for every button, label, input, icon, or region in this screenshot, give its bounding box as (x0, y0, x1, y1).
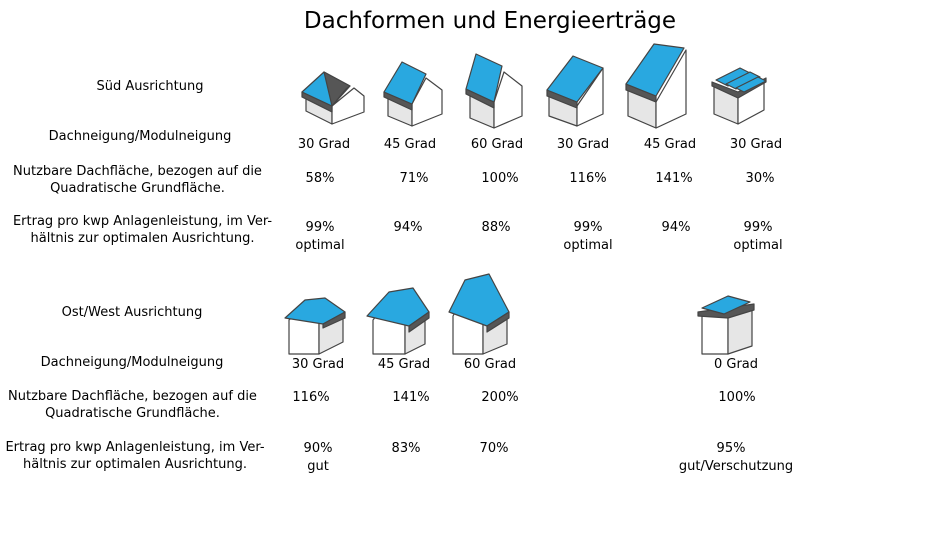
section-heading-ostwest: Ost/West Ausrichtung (61, 305, 203, 320)
sued-col1-note: optimal (295, 238, 345, 253)
flat-roof-rack-house-icon (711, 67, 767, 125)
sued-col3-flaeche: 100% (481, 171, 519, 186)
row-label-flaeche-line2: Quadratische Grundfläche. (45, 406, 220, 421)
page-title: Dachformen und Energieerträge (303, 8, 677, 34)
gable-roof-house-icon (301, 71, 365, 125)
row-label-neigung: Dachneigung/Modulneigung (40, 355, 224, 370)
flat-roof-house-icon (697, 295, 755, 355)
sued-col5-flaeche: 141% (655, 171, 693, 186)
row-label-ertrag-line1: Ertrag pro kwp Anlagenleistung, im Ver- (5, 440, 265, 455)
gable-roof-house-icon (383, 61, 443, 127)
row-label-ertrag-line2: hältnis zur optimalen Ausrichtung. (30, 231, 255, 246)
ow-col2-flaeche: 141% (392, 390, 430, 405)
ow-col4-flaeche: 100% (718, 390, 756, 405)
ow-col1-flaeche: 116% (292, 390, 330, 405)
ow-col1-ertrag: 90% (303, 441, 333, 456)
row-label-ertrag-line1: Ertrag pro kwp Anlagenleistung, im Ver- (12, 214, 273, 229)
gable-roof-house-icon (465, 53, 523, 129)
ow-col2-neigung: 45 Grad (377, 357, 431, 372)
section-heading-sued: Süd Ausrichtung (96, 79, 204, 94)
sued-col1-flaeche: 58% (305, 171, 335, 186)
ow-col3-flaeche: 200% (481, 390, 519, 405)
ow-col3-ertrag: 70% (479, 441, 509, 456)
sued-col6-neigung: 30 Grad (729, 137, 783, 152)
sued-col2-ertrag: 94% (393, 220, 423, 235)
row-label-flaeche-line1: Nutzbare Dachfläche, bezogen auf die (13, 164, 262, 179)
sued-col4-neigung: 30 Grad (556, 137, 610, 152)
ow-col4-ertrag: 95% (716, 441, 746, 456)
sued-col1-ertrag: 99% (305, 220, 335, 235)
sued-col1-neigung: 30 Grad (297, 137, 351, 152)
row-label-ertrag-line2: hältnis zur optimalen Ausrichtung. (23, 457, 247, 472)
row-label-neigung: Dachneigung/Modulneigung (48, 129, 232, 144)
ow-col1-note: gut (307, 459, 329, 474)
sued-col3-ertrag: 88% (481, 220, 511, 235)
gable-roof-house-icon (448, 273, 510, 355)
sued-col4-note: optimal (563, 238, 613, 253)
gable-roof-house-icon (366, 287, 430, 355)
sued-col6-flaeche: 30% (745, 171, 775, 186)
sued-col3-neigung: 60 Grad (470, 137, 524, 152)
sued-col6-note: optimal (733, 238, 783, 253)
sued-col2-flaeche: 71% (399, 171, 429, 186)
sued-col2-neigung: 45 Grad (383, 137, 437, 152)
sued-col4-ertrag: 99% (573, 220, 603, 235)
sued-col5-ertrag: 94% (661, 220, 691, 235)
row-label-flaeche-line1: Nutzbare Dachfläche, bezogen auf die (8, 389, 257, 404)
sued-col5-neigung: 45 Grad (643, 137, 697, 152)
ow-col2-ertrag: 83% (391, 441, 421, 456)
shed-roof-house-icon (625, 43, 687, 129)
row-label-flaeche-line2: Quadratische Grundfläche. (50, 181, 225, 196)
ow-col3-neigung: 60 Grad (463, 357, 517, 372)
ow-col4-note: gut/Verschutzung (678, 459, 794, 474)
sued-col6-ertrag: 99% (743, 220, 773, 235)
shed-roof-house-icon (546, 55, 604, 127)
ow-col4-neigung: 0 Grad (713, 357, 759, 372)
gable-roof-house-icon (284, 297, 346, 355)
ow-col1-neigung: 30 Grad (291, 357, 345, 372)
sued-col4-flaeche: 116% (569, 171, 607, 186)
